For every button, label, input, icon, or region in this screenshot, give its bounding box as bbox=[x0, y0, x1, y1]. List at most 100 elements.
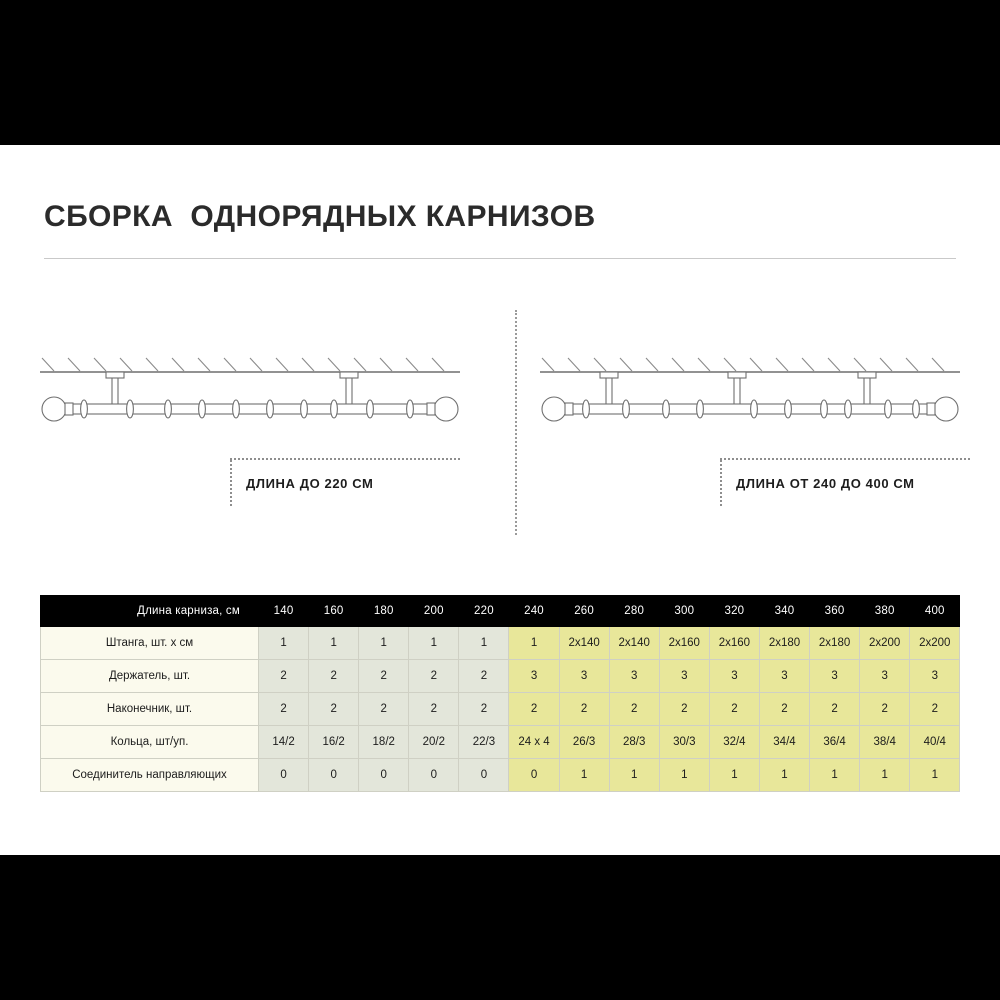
header-col-300: 300 bbox=[658, 595, 710, 627]
cell-240: 1 bbox=[508, 626, 560, 660]
rod-drawing-short bbox=[40, 357, 460, 422]
diagram-single-rod-long: ДЛИНА ОТ 240 ДО 400 СМ bbox=[540, 295, 970, 545]
cell-160: 1 bbox=[308, 626, 360, 660]
cell-400: 3 bbox=[909, 659, 961, 693]
cell-160: 2 bbox=[308, 692, 360, 726]
cell-340: 3 bbox=[758, 659, 811, 693]
rod-drawing-long bbox=[540, 357, 960, 422]
cell-260: 3 bbox=[558, 659, 610, 693]
diagram-single-rod-short: ДЛИНА ДО 220 СМ bbox=[40, 295, 460, 545]
cell-240: 0 bbox=[508, 758, 560, 792]
header-col-280: 280 bbox=[608, 595, 660, 627]
table-header-row: Длина карниза, см 140 160 180 200 220 240 260 2… bbox=[40, 595, 961, 627]
table-row: Держатель, шт. 2 2 2 2 2 3 3 3 3 3 3 3 3 3 bbox=[40, 659, 961, 693]
cell-160: 0 bbox=[308, 758, 360, 792]
cell-200: 2 bbox=[408, 692, 460, 726]
bracket-horizontal-line bbox=[230, 458, 460, 460]
cell-400: 2 bbox=[909, 692, 961, 726]
caption-label-short: ДЛИНА ДО 220 СМ bbox=[246, 476, 374, 491]
cell-360: 1 bbox=[809, 758, 861, 792]
header-col-240: 240 bbox=[508, 595, 560, 627]
row-label: Держатель, шт. bbox=[40, 659, 259, 693]
spec-table-wrap: Длина карниза, см 140 160 180 200 220 240 260 2… bbox=[40, 595, 961, 792]
cell-180: 0 bbox=[358, 758, 410, 792]
table-row: Соединитель направляющих 0 0 0 0 0 0 1 1 1 1 1 1 1 1 bbox=[40, 758, 961, 792]
cell-300: 2х160 bbox=[658, 626, 710, 660]
cell-360: 3 bbox=[809, 659, 861, 693]
table-row: Наконечник, шт. 2 2 2 2 2 2 2 2 2 2 2 2 2 2 bbox=[40, 692, 961, 726]
bracket-vertical-line bbox=[230, 460, 232, 506]
cell-200: 20/2 bbox=[408, 725, 460, 759]
cell-180: 2 bbox=[358, 692, 410, 726]
cell-200: 2 bbox=[408, 659, 460, 693]
cell-320: 32/4 bbox=[708, 725, 760, 759]
header-col-400: 400 bbox=[909, 595, 961, 627]
header-col-320: 320 bbox=[708, 595, 760, 627]
cell-260: 2 bbox=[558, 692, 610, 726]
cell-260: 2х140 bbox=[558, 626, 610, 660]
table-row: Штанга, шт. х см 1 1 1 1 1 1 2х140 2х140 2х160 2х1… bbox=[40, 626, 961, 660]
cell-400: 1 bbox=[909, 758, 961, 792]
cell-320: 2х160 bbox=[708, 626, 760, 660]
cell-280: 3 bbox=[608, 659, 660, 693]
cell-400: 2х200 bbox=[909, 626, 961, 660]
cell-360: 36/4 bbox=[809, 725, 861, 759]
page-title: СБОРКА ОДНОРЯДНЫХ КАРНИЗОВ bbox=[44, 200, 596, 233]
cell-340: 1 bbox=[758, 758, 811, 792]
cell-300: 1 bbox=[658, 758, 710, 792]
spec-table-head: Длина карниза, см 140 160 180 200 220 240 260 2… bbox=[40, 595, 961, 627]
cell-240: 3 bbox=[508, 659, 560, 693]
header-col-200: 200 bbox=[408, 595, 460, 627]
cell-160: 16/2 bbox=[308, 725, 360, 759]
cell-220: 0 bbox=[458, 758, 510, 792]
bracket-vertical-line bbox=[720, 460, 722, 506]
cell-220: 2 bbox=[458, 659, 510, 693]
cell-140: 2 bbox=[257, 659, 310, 693]
cell-340: 2х180 bbox=[758, 626, 811, 660]
header-col-360: 360 bbox=[809, 595, 861, 627]
diagram-zone: ДЛИНА ДО 220 СМ bbox=[0, 295, 1000, 545]
cell-240: 24 х 4 bbox=[508, 725, 560, 759]
header-col-380: 380 bbox=[859, 595, 911, 627]
cell-200: 0 bbox=[408, 758, 460, 792]
header-col-340: 340 bbox=[758, 595, 811, 627]
cell-140: 1 bbox=[257, 626, 310, 660]
cell-380: 2 bbox=[859, 692, 911, 726]
cell-140: 0 bbox=[257, 758, 310, 792]
cell-220: 2 bbox=[458, 692, 510, 726]
spec-table: Длина карниза, см 140 160 180 200 220 240 260 2… bbox=[40, 595, 961, 792]
cell-380: 1 bbox=[859, 758, 911, 792]
cell-280: 28/3 bbox=[608, 725, 660, 759]
diagram-divider bbox=[515, 310, 517, 535]
cell-300: 2 bbox=[658, 692, 710, 726]
cell-380: 38/4 bbox=[859, 725, 911, 759]
content-area: СБОРКА ОДНОРЯДНЫХ КАРНИЗОВ bbox=[0, 145, 1000, 855]
cell-260: 1 bbox=[558, 758, 610, 792]
row-label: Наконечник, шт. bbox=[40, 692, 259, 726]
cell-400: 40/4 bbox=[909, 725, 961, 759]
header-col-260: 260 bbox=[558, 595, 610, 627]
cell-280: 2х140 bbox=[608, 626, 660, 660]
header-length-label: Длина карниза, см bbox=[40, 595, 259, 627]
header-col-140: 140 bbox=[257, 595, 310, 627]
title-divider bbox=[44, 258, 956, 259]
cell-360: 2 bbox=[809, 692, 861, 726]
cell-380: 3 bbox=[859, 659, 911, 693]
header-col-160: 160 bbox=[308, 595, 360, 627]
header-col-220: 220 bbox=[458, 595, 510, 627]
cell-220: 22/3 bbox=[458, 725, 510, 759]
spec-table-body: Штанга, шт. х см 1 1 1 1 1 1 2х140 2х140 2х160 2х1… bbox=[40, 626, 961, 792]
header-col-180: 180 bbox=[358, 595, 410, 627]
row-label: Соединитель направляющих bbox=[40, 758, 259, 792]
cell-140: 2 bbox=[257, 692, 310, 726]
row-label: Штанга, шт. х см bbox=[40, 626, 259, 660]
cell-260: 26/3 bbox=[558, 725, 610, 759]
cell-160: 2 bbox=[308, 659, 360, 693]
cell-180: 18/2 bbox=[358, 725, 410, 759]
cell-320: 1 bbox=[708, 758, 760, 792]
cell-240: 2 bbox=[508, 692, 560, 726]
caption-label-long: ДЛИНА ОТ 240 ДО 400 СМ bbox=[736, 476, 915, 491]
cell-360: 2х180 bbox=[809, 626, 861, 660]
cell-280: 1 bbox=[608, 758, 660, 792]
cell-380: 2х200 bbox=[859, 626, 911, 660]
